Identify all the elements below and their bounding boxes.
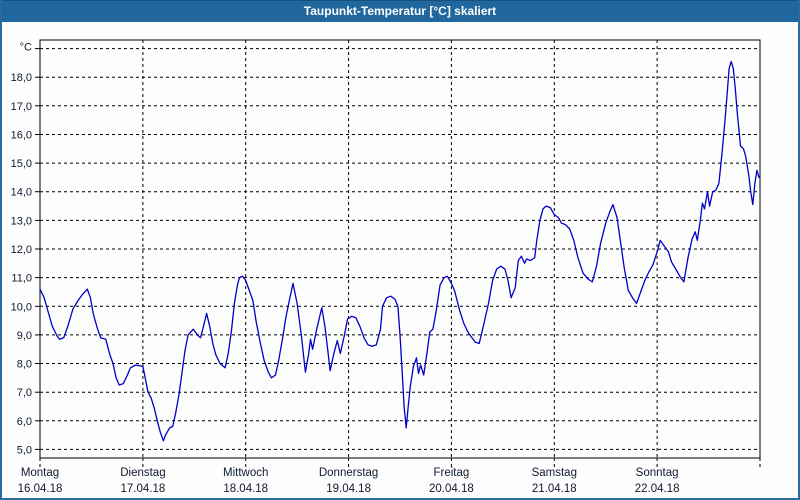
x-axis-date-label: 20.04.18 bbox=[429, 483, 474, 495]
y-axis-tick-label: 10,0 bbox=[11, 301, 32, 313]
window-title: Taupunkt-Temperatur [°C] skaliert bbox=[303, 4, 497, 18]
x-axis-day-label: Dienstag bbox=[120, 467, 165, 479]
x-axis-date-label: 18.04.18 bbox=[223, 483, 268, 495]
y-axis-tick-label: 16,0 bbox=[11, 130, 32, 142]
y-axis-tick-label: 9,0 bbox=[17, 330, 32, 342]
y-axis-tick-label: 12,0 bbox=[11, 244, 32, 256]
y-axis-tick-label: 5,0 bbox=[17, 444, 32, 456]
window-title-bar[interactable]: Taupunkt-Temperatur [°C] skaliert bbox=[2, 0, 798, 22]
x-axis-day-label: Freitag bbox=[434, 467, 470, 479]
y-axis-tick-label: 8,0 bbox=[17, 359, 32, 371]
x-axis-day-label: Montag bbox=[21, 467, 59, 479]
x-axis-date-label: 19.04.18 bbox=[326, 483, 371, 495]
y-axis-tick-label: 7,0 bbox=[17, 387, 32, 399]
x-axis-date-label: 21.04.18 bbox=[532, 483, 577, 495]
y-axis-unit-label: °C bbox=[20, 42, 32, 54]
x-axis-day-label: Mittwoch bbox=[223, 467, 268, 479]
plot-border bbox=[39, 39, 761, 459]
y-axis-tick-label: 6,0 bbox=[17, 416, 32, 428]
x-axis-day-label: Sonntag bbox=[636, 467, 679, 479]
y-axis-tick-label: 14,0 bbox=[11, 187, 32, 199]
y-axis-tick-label: 11,0 bbox=[11, 273, 32, 285]
y-axis-tick-label: 15,0 bbox=[11, 158, 32, 170]
dewpoint-line-series bbox=[39, 60, 760, 442]
y-axis-tick-label: 17,0 bbox=[11, 101, 32, 113]
y-axis-tick-label: 18,0 bbox=[11, 72, 32, 84]
x-axis-date-label: 17.04.18 bbox=[121, 483, 166, 495]
x-axis-date-label: 16.04.18 bbox=[18, 483, 63, 495]
x-axis-date-label: 22.04.18 bbox=[635, 483, 680, 495]
x-axis-day-label: Donnerstag bbox=[319, 467, 378, 479]
y-axis-tick-label: 13,0 bbox=[11, 215, 32, 227]
x-axis-day-label: Samstag bbox=[532, 467, 577, 479]
